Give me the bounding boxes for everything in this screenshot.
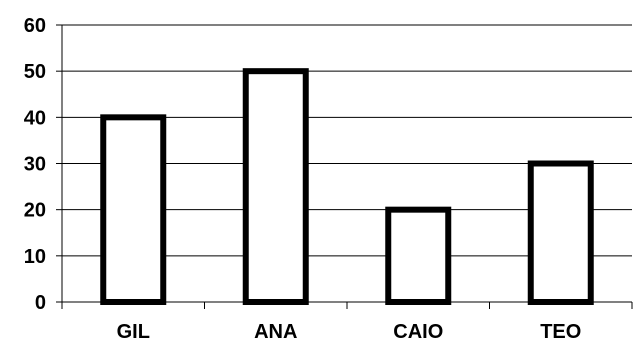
x-tick-label: CAIO	[393, 321, 443, 342]
x-tick-label: ANA	[254, 321, 297, 342]
y-tick-label: 50	[24, 61, 46, 83]
y-tick-label: 30	[24, 154, 46, 176]
y-tick-label: 10	[24, 246, 46, 268]
bar-gil	[100, 114, 167, 306]
bar-teo	[527, 160, 594, 305]
y-tick-label: 0	[35, 292, 46, 314]
labels: 0 10 20 30 40 50 60 GIL ANA CAIO TEO	[24, 15, 582, 342]
bar-caio	[385, 206, 452, 306]
bar-ana	[242, 68, 309, 305]
y-tick-label: 60	[24, 15, 46, 37]
x-tick-label: GIL	[117, 321, 150, 342]
bars	[100, 68, 594, 306]
x-tick-label: TEO	[540, 321, 581, 342]
y-tick-label: 20	[24, 200, 46, 222]
y-tick-label: 40	[24, 107, 46, 129]
